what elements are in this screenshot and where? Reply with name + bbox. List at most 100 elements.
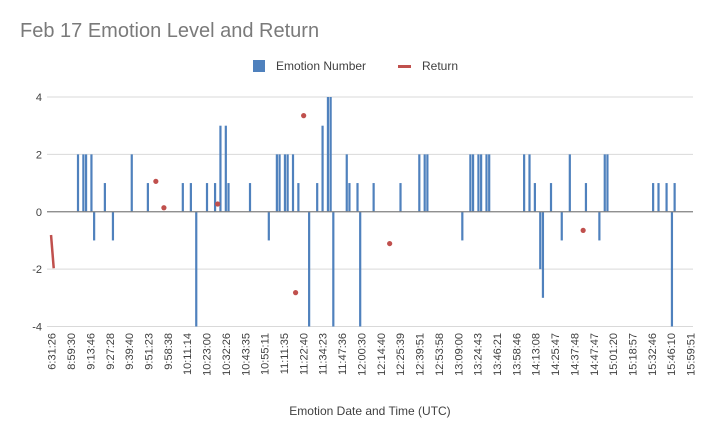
x-tick-label: 10:55:11	[260, 333, 272, 375]
x-tick-label: 11:22:40	[298, 333, 310, 375]
legend-swatch-return	[398, 64, 411, 68]
emotion-bar	[372, 183, 375, 212]
return-point	[161, 205, 167, 211]
emotion-bar	[326, 97, 330, 212]
emotion-bar	[673, 183, 676, 212]
return-line-segment	[49, 234, 55, 269]
x-tick-label: 14:25:47	[550, 333, 562, 376]
emotion-bar	[93, 211, 96, 241]
emotion-bar	[189, 183, 192, 212]
x-tick-label: 14:47:47	[589, 333, 601, 376]
y-tick-label: 0	[36, 207, 42, 219]
x-tick-label: 10:32:26	[221, 333, 233, 376]
x-tick-label: 14:37:48	[569, 333, 581, 376]
emotion-bar	[329, 97, 332, 212]
emotion-bar	[103, 183, 106, 212]
x-tick-label: 12:39:51	[415, 333, 427, 376]
emotion-bar	[321, 125, 324, 212]
emotion-bar	[471, 154, 475, 212]
emotion-bar	[348, 183, 351, 212]
emotion-bar	[275, 154, 278, 212]
emotion-bar	[205, 183, 209, 212]
emotion-bar	[224, 125, 227, 212]
emotion-bar	[181, 183, 184, 212]
return-point	[580, 227, 586, 233]
x-tick-label: 13:46:21	[492, 333, 504, 376]
x-tick-label: 15:01:20	[608, 333, 620, 376]
x-tick-label: 12:53:58	[434, 333, 446, 376]
x-tick-label: 10:23:00	[202, 333, 214, 376]
x-tick-label: 6:31:26	[47, 333, 59, 370]
emotion-bar	[418, 154, 421, 212]
x-tick-label: 9:39:40	[124, 333, 136, 370]
emotion-bar	[488, 154, 491, 212]
emotion-bar	[267, 211, 270, 241]
x-axis-title: Emotion Date and Time (UTC)	[289, 404, 451, 418]
emotion-bar	[84, 154, 88, 212]
x-tick-label: 13:58:46	[511, 333, 523, 376]
return-point	[215, 201, 221, 207]
emotion-bar	[603, 154, 606, 212]
x-tick-label: 12:25:39	[395, 333, 407, 376]
emotion-bar	[195, 211, 198, 327]
emotion-bar	[584, 183, 588, 212]
emotion-bar	[423, 154, 426, 212]
emotion-bar	[657, 183, 660, 212]
chart-title: Feb 17 Emotion Level and Return	[20, 20, 320, 42]
x-tick-label: 11:47:36	[337, 333, 349, 375]
emotion-bar	[670, 211, 674, 327]
emotion-bar	[528, 154, 531, 212]
emotion-bar	[598, 211, 601, 241]
y-tick-label: -2	[32, 264, 42, 276]
x-tick-label: 12:14:40	[376, 333, 388, 376]
emotion-bar	[227, 183, 230, 212]
x-tick-label: 12:00:30	[356, 333, 368, 376]
emotion-bar	[541, 211, 545, 298]
emotion-bar	[248, 183, 252, 212]
emotion-bar	[399, 183, 402, 212]
x-tick-label: 9:51:23	[144, 333, 156, 370]
emotion-bar	[461, 211, 464, 241]
x-tick-label: 9:27:28	[105, 333, 117, 370]
y-tick-label: -4	[32, 322, 42, 334]
legend-label-return: Return	[422, 59, 459, 73]
x-tick-label: 15:32:46	[647, 333, 659, 376]
emotion-bar	[652, 183, 655, 212]
emotion-bar	[213, 183, 217, 212]
x-tick-label: 13:24:43	[473, 333, 485, 376]
emotion-bar	[291, 154, 295, 212]
emotion-bar	[286, 154, 289, 212]
emotion-bar	[606, 154, 609, 212]
return-point	[387, 240, 393, 247]
emotion-bar	[356, 183, 359, 212]
emotion-bar	[359, 211, 362, 327]
return-point	[301, 113, 307, 119]
emotion-bar	[469, 154, 472, 212]
emotion-bar	[146, 183, 149, 212]
x-tick-label: 15:18:57	[628, 333, 640, 376]
x-tick-label: 15:59:51	[686, 333, 698, 376]
emotion-bar	[90, 154, 93, 212]
legend-label-emotion-number: Emotion Number	[276, 59, 367, 73]
emotion-bar	[523, 154, 526, 212]
emotion-bar	[539, 211, 542, 270]
emotion-bar	[297, 183, 300, 212]
emotion-bar	[332, 211, 335, 327]
emotion-bar	[549, 183, 553, 212]
emotion-bar	[76, 154, 80, 212]
emotion-bar	[485, 154, 488, 212]
emotion-bar	[283, 154, 287, 212]
emotion-bar	[477, 154, 480, 212]
emotion-bar	[345, 154, 348, 212]
return-point	[292, 290, 299, 296]
x-tick-label: 10:43:35	[240, 333, 252, 376]
return-point	[153, 178, 159, 184]
y-tick-label: 4	[36, 92, 42, 104]
x-tick-label: 8:59:30	[66, 333, 78, 370]
emotion-bar	[111, 211, 115, 241]
y-tick-label: 2	[36, 149, 42, 161]
emotion-bar	[426, 154, 429, 212]
x-tick-label: 14:13:08	[531, 333, 543, 376]
x-tick-label: 11:34:23	[318, 333, 330, 375]
